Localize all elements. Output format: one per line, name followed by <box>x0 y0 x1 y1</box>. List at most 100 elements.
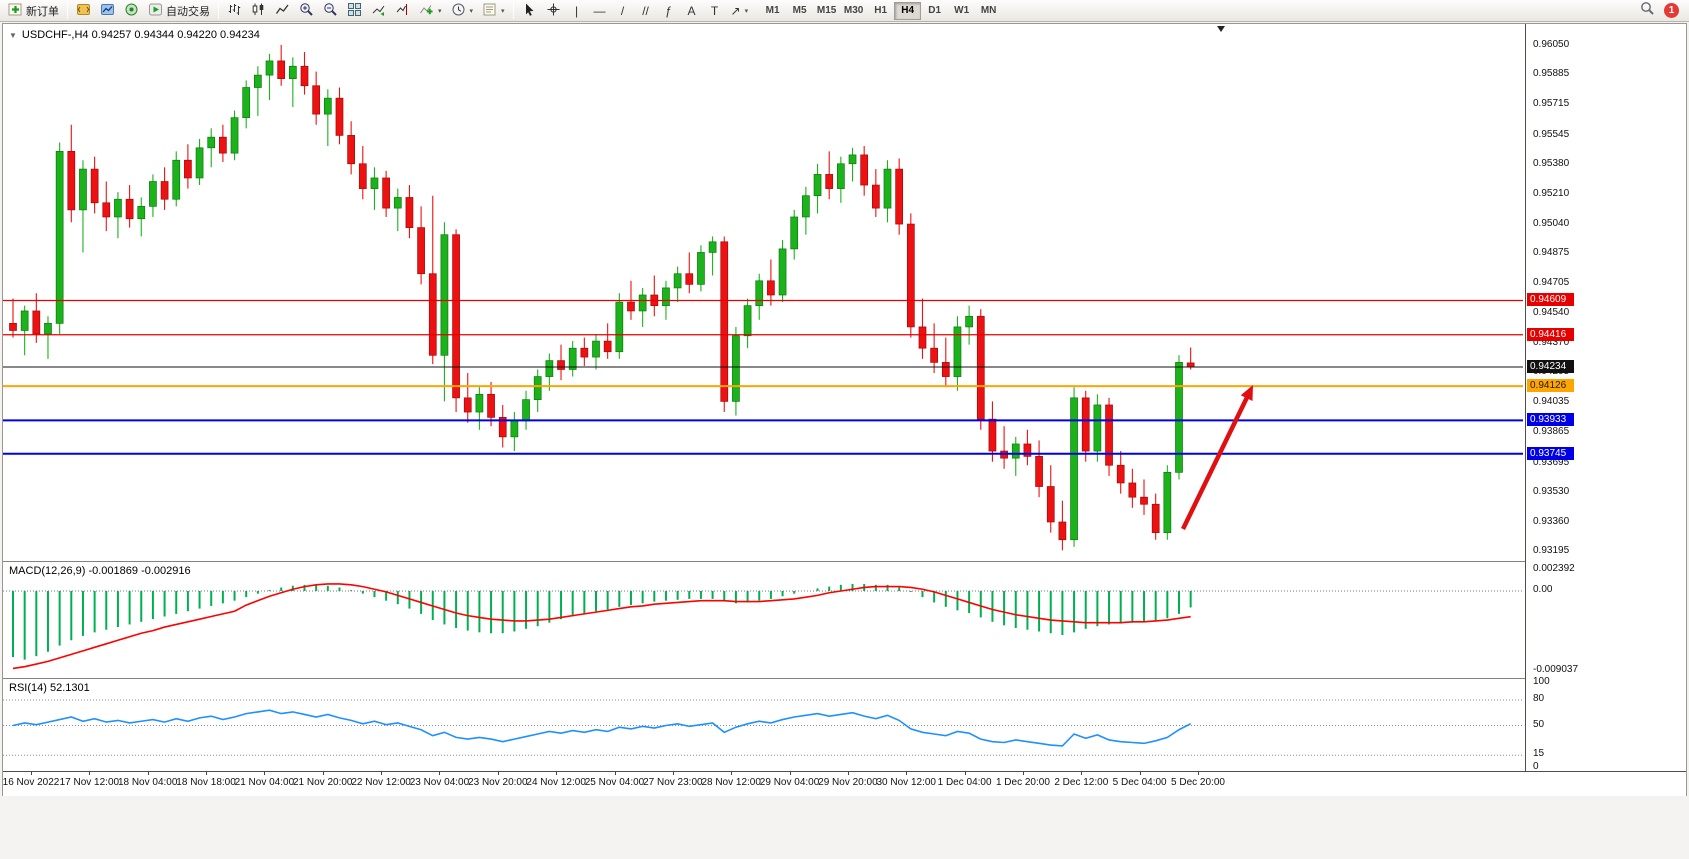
candle <box>673 273 682 289</box>
candle <box>767 280 775 296</box>
notification-badge[interactable]: 1 <box>1664 3 1679 18</box>
line-chart-icon <box>275 2 290 20</box>
new-order-button[interactable]: 新订单 <box>4 1 63 21</box>
text-button[interactable]: A <box>681 1 703 21</box>
candle <box>405 197 414 228</box>
candle <box>498 417 507 438</box>
collapse-icon[interactable]: ▼ <box>9 30 17 40</box>
time-tick <box>906 772 908 775</box>
candle <box>685 273 694 285</box>
periods-button[interactable]: ▾ <box>447 1 478 21</box>
candle <box>1116 464 1125 484</box>
metaeditor-button[interactable] <box>72 1 95 21</box>
price-line-tag[interactable]: 0.94416 <box>1527 327 1574 341</box>
dropdown-arrow-icon: ▾ <box>744 7 749 15</box>
tf-m30-button[interactable]: M30 <box>840 2 867 20</box>
candlestick-chart-button[interactable] <box>247 1 270 21</box>
candle <box>125 198 134 220</box>
price-chart-canvas[interactable] <box>3 24 1525 561</box>
time-label: 24 Nov 12:00 <box>526 777 586 788</box>
arrows-button[interactable]: ↗ ▾ <box>727 1 753 21</box>
shift-marker-icon[interactable] <box>1217 26 1225 32</box>
candle <box>382 177 390 209</box>
tf-h4-button[interactable]: H4 <box>894 1 922 20</box>
tile-windows-button[interactable] <box>343 1 366 21</box>
zoom-in-button[interactable] <box>295 1 318 21</box>
clock-icon <box>451 2 466 20</box>
tf-mn-button[interactable]: MN <box>975 2 1002 20</box>
tf-m5-button[interactable]: M5 <box>786 2 813 20</box>
price-line-tag[interactable]: 0.93745 <box>1527 446 1574 460</box>
price-axis[interactable]: 0.96050 0.95885 0.95715 0.95545 0.95380 0.952… <box>1525 24 1686 772</box>
bar-chart-button[interactable] <box>223 1 246 21</box>
price-line-tag[interactable]: 0.93933 <box>1527 413 1574 427</box>
indicators-button[interactable]: ▾ <box>415 1 446 21</box>
candle <box>522 399 530 422</box>
time-tick <box>1198 772 1199 775</box>
fibonacci-button[interactable]: ƒ <box>658 1 680 21</box>
macd-tick: 0.00 <box>1533 584 1553 595</box>
time-tick <box>322 772 324 775</box>
channel-button[interactable]: // <box>635 1 657 21</box>
zoom-out-button[interactable] <box>319 1 342 21</box>
rsi-canvas[interactable] <box>3 679 1525 771</box>
time-tick <box>206 772 208 775</box>
autotrading-button[interactable]: 自动交易 <box>144 1 214 21</box>
candle <box>953 326 962 377</box>
tf-m1-button[interactable]: M1 <box>759 2 786 20</box>
time-label: 18 Nov 04:00 <box>117 777 178 788</box>
market-watch-button[interactable] <box>96 1 119 21</box>
price-tick: 0.95715 <box>1533 98 1570 110</box>
search-icon[interactable] <box>1640 1 1655 21</box>
horizontal-line-button[interactable]: — <box>589 1 611 21</box>
time-tick <box>789 772 791 775</box>
candle <box>1023 443 1032 457</box>
rsi-panel[interactable]: RSI(14) 52.1301 <box>3 678 1525 771</box>
tf-m15-button[interactable]: M15 <box>813 2 840 20</box>
rsi-label: RSI(14) 52.1301 <box>9 682 90 694</box>
navigator-button[interactable] <box>120 1 143 21</box>
crosshair-button[interactable] <box>542 1 565 21</box>
time-tick <box>672 772 674 775</box>
time-tick <box>556 772 558 775</box>
candle <box>1046 486 1055 523</box>
tf-w1-button[interactable]: W1 <box>948 2 975 20</box>
auto-scroll-button[interactable] <box>367 1 390 21</box>
chart-shift-icon <box>395 2 410 20</box>
autotrading-label: 自动交易 <box>166 5 210 18</box>
candle <box>347 135 355 165</box>
candle <box>428 273 437 356</box>
candle <box>627 301 635 312</box>
candle <box>452 234 460 399</box>
candle <box>254 74 262 88</box>
templates-button[interactable]: ▾ <box>478 1 509 21</box>
main-chart-panel[interactable]: ▼ USDCHF-,H4 0.94257 0.94344 0.94220 0.9… <box>3 24 1525 561</box>
vertical-line-button[interactable]: | <box>566 1 588 21</box>
main-toolbar: 新订单 自动交易 <box>0 0 1689 22</box>
tf-h1-button[interactable]: H1 <box>867 2 894 20</box>
candle <box>860 154 869 186</box>
cursor-button[interactable] <box>518 1 541 21</box>
price-tick: 0.93360 <box>1533 515 1570 527</box>
time-label: 5 Dec 20:00 <box>1171 777 1225 788</box>
price-line-tag[interactable]: 0.94609 <box>1527 293 1574 307</box>
line-chart-button[interactable] <box>271 1 294 21</box>
rsi-tick: 0 <box>1533 761 1539 772</box>
trendline-icon: / <box>620 3 625 18</box>
chart-shift-button[interactable] <box>391 1 414 21</box>
candle <box>580 347 589 358</box>
tf-d1-button[interactable]: D1 <box>921 2 948 20</box>
macd-panel[interactable]: MACD(12,26,9) -0.001869 -0.002916 <box>3 561 1525 678</box>
text-label-button[interactable]: T <box>704 1 726 21</box>
macd-canvas[interactable] <box>3 562 1525 678</box>
time-label: 29 Nov 04:00 <box>759 777 820 788</box>
candle <box>533 376 542 400</box>
candle <box>732 335 740 402</box>
time-axis[interactable]: 16 Nov 2022 17 Nov 12:00 18 Nov 04:00 18 No… <box>3 771 1686 796</box>
trendline-button[interactable]: / <box>612 1 634 21</box>
price-line-tag[interactable]: 0.94126 <box>1527 379 1574 393</box>
price-tick: 0.94875 <box>1533 247 1570 259</box>
candle <box>813 174 822 197</box>
price-line-tag[interactable]: 0.94234 <box>1527 359 1574 373</box>
trend-arrow[interactable] <box>1180 392 1252 530</box>
